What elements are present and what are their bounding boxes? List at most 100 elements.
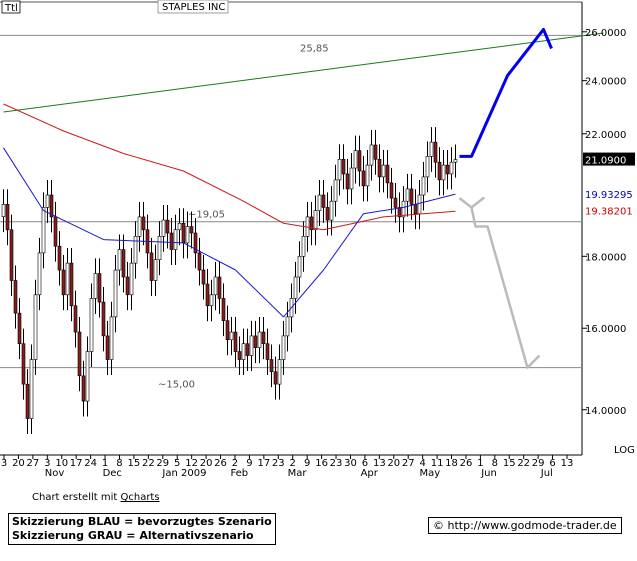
x-tick-label: 9 (246, 458, 252, 469)
x-tick-label: 3 (44, 458, 50, 469)
candle-body (65, 262, 70, 296)
x-tick-label: 15 (128, 458, 141, 469)
candle-body (361, 170, 366, 187)
y-tick-label: 18.0000 (585, 252, 626, 263)
ma-blue-badge: 19.93295 (585, 190, 633, 201)
candlesticks (1, 127, 458, 434)
x-tick-label: 22 (517, 458, 530, 469)
x-tick-label: 26 (214, 458, 227, 469)
x-month-label: May (420, 468, 441, 479)
last-price-badge: 21.0900 (585, 156, 626, 167)
chart-credit: Chart erstellt mit Qcharts (32, 492, 160, 503)
moving-average-blue (3, 147, 456, 318)
candle-body (337, 158, 342, 181)
candle-body (261, 331, 266, 344)
candle-body (273, 371, 278, 385)
candle-body (221, 298, 226, 321)
y-tick-label: 14.0000 (585, 406, 626, 417)
x-tick-label: 27 (27, 458, 40, 469)
candle-body (77, 331, 82, 377)
candle-body (173, 229, 178, 250)
candle-body (285, 316, 290, 337)
candle-body (53, 216, 58, 247)
moving-average-red (3, 103, 456, 231)
x-tick-label: 17 (257, 458, 270, 469)
candle-body (25, 383, 30, 419)
chart-title: STAPLES INC (162, 2, 225, 13)
candle-body (409, 188, 414, 205)
x-tick-label: 12 (185, 458, 198, 469)
y-axis: 26.0000 24.0000 22.0000 18.0000 16.0000 14.00… (582, 28, 635, 417)
x-tick-label: 8 (116, 458, 122, 469)
candle-body (317, 194, 322, 211)
candle-body (341, 158, 346, 175)
candle-body (5, 204, 10, 231)
scenario-grey (458, 196, 541, 369)
candle-body (389, 182, 394, 199)
candle-body (45, 194, 50, 208)
x-tick-label: 13 (373, 458, 386, 469)
level-label: ~15,00 (158, 380, 195, 391)
candle-body (161, 219, 166, 237)
candle-body (257, 331, 262, 348)
candle-body (97, 273, 102, 303)
level-label: 25,85 (300, 43, 329, 54)
x-tick-label: 27 (402, 458, 415, 469)
x-tick-label: 2 (232, 458, 238, 469)
indicator-lines (3, 27, 604, 369)
candle-body (101, 301, 106, 337)
candle-body (405, 188, 410, 202)
candle-body (397, 207, 402, 218)
x-tick-label: 17 (70, 458, 83, 469)
candle-body (449, 161, 454, 175)
candle-body (189, 226, 194, 234)
candle-body (133, 235, 138, 264)
candle-body (253, 335, 258, 348)
x-tick-label: 22 (142, 458, 155, 469)
candle-body (125, 276, 130, 296)
candle-body (149, 252, 154, 281)
candle-body (177, 222, 182, 231)
candle-body (277, 359, 282, 385)
copyright-link[interactable]: © http://www.godmode-trader.de (428, 517, 622, 534)
x-month-label: Feb (230, 468, 248, 479)
x-tick-label: 1 (102, 458, 108, 469)
x-tick-label: 20 (12, 458, 25, 469)
candle-body (225, 320, 230, 341)
y-tick-label: 22.0000 (585, 130, 626, 141)
candle-body (245, 343, 250, 356)
x-month-label: Jun (480, 468, 497, 479)
x-tick-label: 9 (304, 458, 310, 469)
legend-blue: Skizzierung BLAU = bevorzugtes Szenario (12, 515, 272, 528)
candle-body (57, 245, 62, 271)
candle-body (157, 235, 162, 261)
x-tick-label: 6 (362, 458, 368, 469)
x-tick-label: 5 (174, 458, 180, 469)
candle-body (41, 207, 46, 254)
x-tick-label: 10 (55, 458, 68, 469)
candle-body (365, 164, 370, 187)
candle-body (109, 316, 114, 360)
candle-body (169, 232, 174, 250)
y-tick-label: 24.0000 (585, 77, 626, 88)
x-month-label: Mar (288, 468, 308, 479)
candle-body (381, 164, 386, 178)
candle-body (433, 141, 438, 163)
candle-body (425, 156, 430, 178)
qcharts-link[interactable]: Qcharts (120, 492, 160, 503)
ticker-label: Ttl (4, 3, 18, 14)
x-tick-label: 6 (549, 458, 555, 469)
x-month-label: Jan 2009 (161, 468, 206, 479)
candle-body (385, 164, 390, 184)
candle-body (69, 262, 74, 307)
x-tick-label: 30 (344, 458, 357, 469)
x-month-label: Nov (45, 468, 65, 479)
candle-body (333, 179, 338, 202)
candle-body (281, 335, 286, 360)
x-tick-label: 16 (315, 458, 328, 469)
candle-body (413, 204, 418, 215)
x-tick-label: 15 (503, 458, 516, 469)
candle-body (89, 298, 94, 352)
stock-chart: Ttl STAPLES INC 25,85 ~19,05 ~15,00 26.000… (0, 0, 635, 479)
x-month-label: Jul (540, 468, 553, 479)
